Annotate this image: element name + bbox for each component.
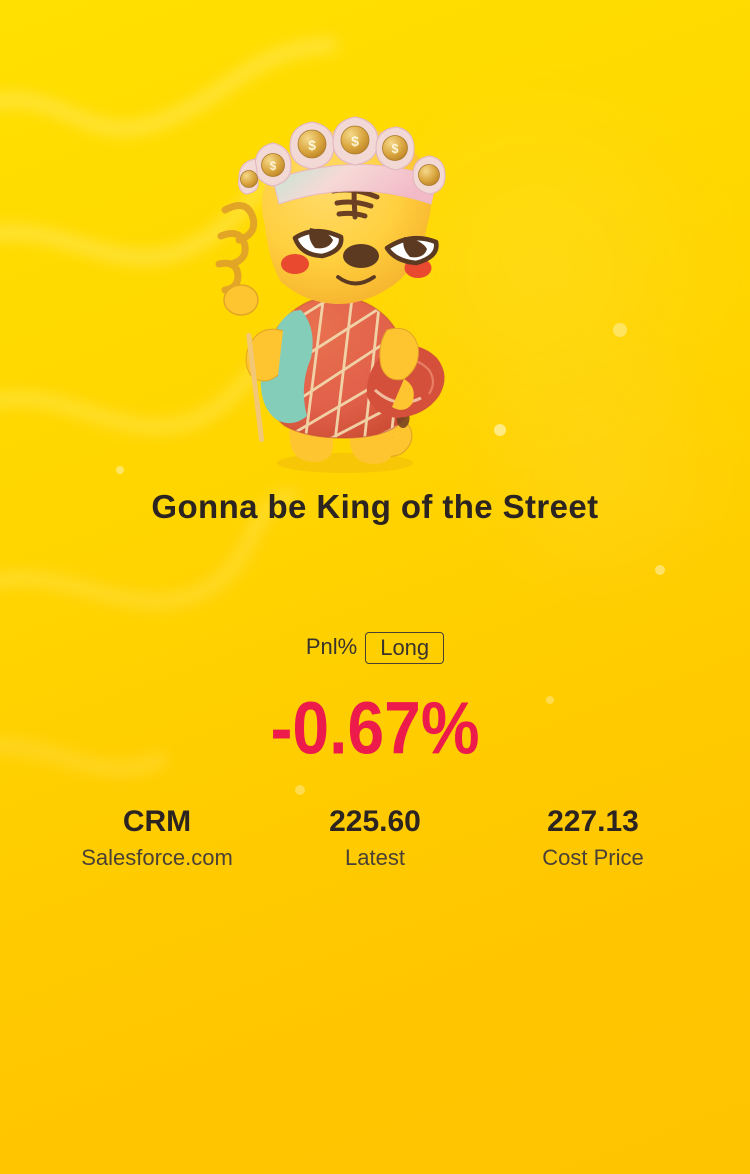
svg-text:$: $ <box>270 161 277 173</box>
svg-text:$: $ <box>308 137 316 153</box>
svg-text:$: $ <box>351 133 359 149</box>
svg-text:$: $ <box>392 142 399 156</box>
